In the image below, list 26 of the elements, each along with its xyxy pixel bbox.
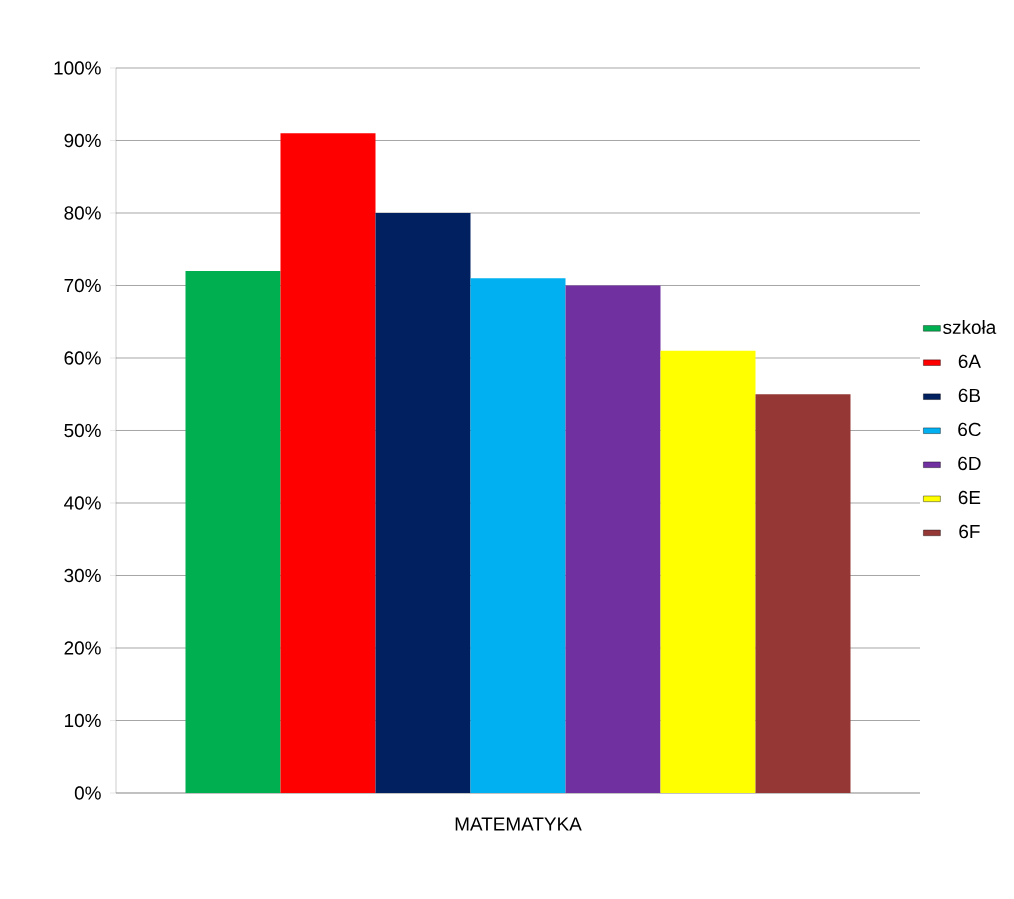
legend-label: 6E: [958, 490, 981, 505]
y-tick-label: 0%: [74, 786, 101, 800]
bar: [185, 270, 281, 793]
y-tick-label: 70%: [64, 278, 101, 293]
bar: [375, 212, 471, 793]
x-tick-label: MATEMATYKA: [455, 817, 582, 831]
legend-label: 6C: [958, 422, 981, 437]
y-tick-label: 60%: [64, 351, 101, 365]
y-tick-label: 90%: [64, 133, 101, 148]
y-tick-label: 40%: [64, 496, 101, 510]
bar: [660, 350, 756, 793]
legend-label: szkoła: [943, 320, 997, 334]
y-tick-label: 10%: [65, 713, 101, 728]
legend-label: 6A: [958, 354, 981, 369]
bar: [755, 394, 851, 793]
y-tick-label: 80%: [64, 206, 101, 220]
bar: [470, 278, 566, 793]
bar: [565, 285, 661, 793]
bar: [280, 133, 376, 793]
legend-label: 6F: [959, 524, 980, 539]
legend-label: 6B: [958, 388, 980, 403]
legend-label: 6D: [958, 456, 981, 471]
y-tick-label: 30%: [64, 568, 101, 583]
y-tick-label: 50%: [64, 423, 101, 438]
y-tick-label: 20%: [64, 641, 101, 655]
y-tick-label: 100%: [54, 61, 101, 75]
